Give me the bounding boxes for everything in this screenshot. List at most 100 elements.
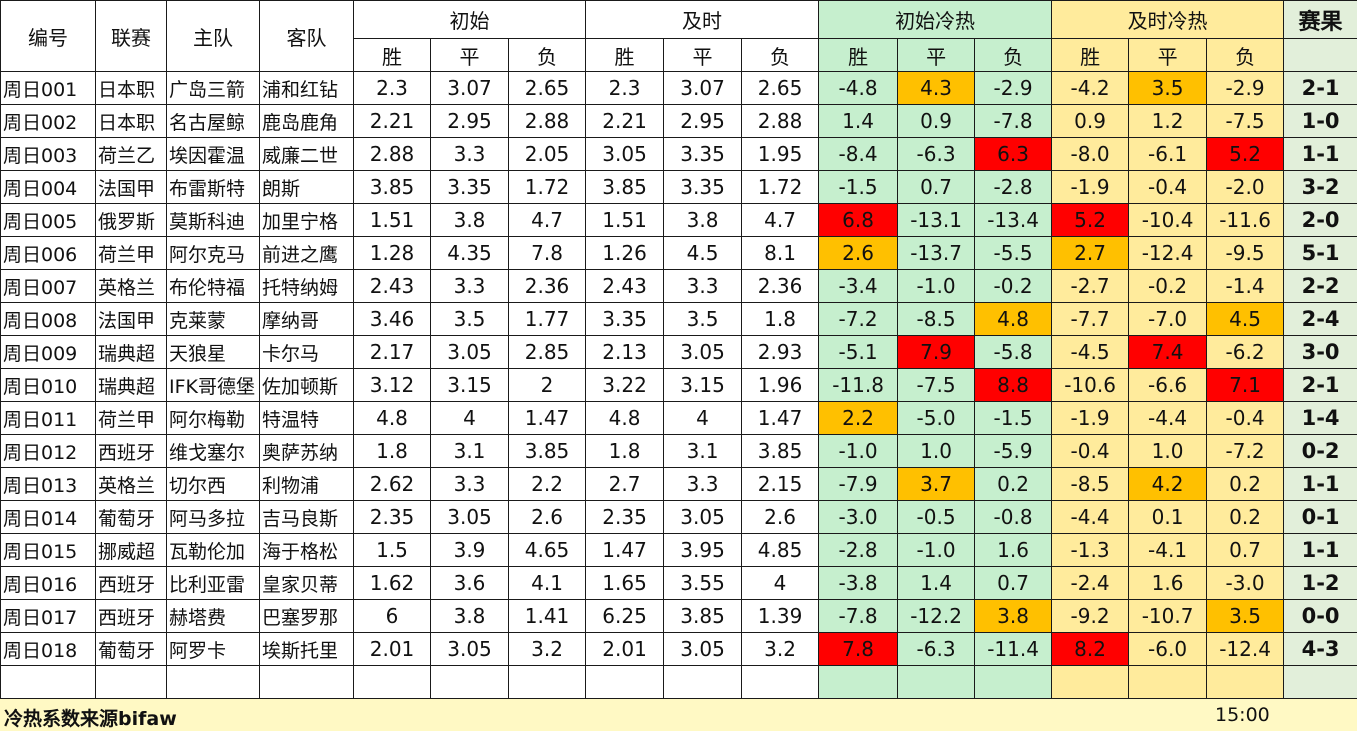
cell-live-draw[interactable]: 4 — [663, 401, 743, 435]
cell-initial-lose[interactable]: 3.2 — [507, 632, 587, 666]
cell-league[interactable]: 葡萄牙 — [95, 500, 167, 534]
cell-initial-heat-lose[interactable]: -0.2 — [974, 269, 1053, 303]
cell-initial-heat-lose[interactable]: -1.5 — [974, 401, 1053, 435]
cell-away-team[interactable]: 巴塞罗那 — [259, 599, 354, 633]
empty-cell[interactable] — [585, 665, 665, 699]
cell-away-team[interactable]: 摩纳哥 — [259, 302, 354, 336]
cell-live-heat-lose[interactable]: -6.2 — [1206, 335, 1285, 369]
cell-live-heat-lose[interactable]: -7.2 — [1206, 434, 1285, 468]
cell-initial-heat-win[interactable]: -3.0 — [818, 500, 899, 534]
cell-away-team[interactable]: 埃斯托里 — [259, 632, 354, 666]
cell-home-team[interactable]: 布伦特福 — [166, 269, 260, 303]
cell-match-id[interactable]: 周日005 — [0, 203, 96, 237]
cell-away-team[interactable]: 托特纳姆 — [259, 269, 354, 303]
cell-live-draw[interactable]: 3.05 — [663, 335, 743, 369]
cell-live-heat-win[interactable]: -2.7 — [1051, 269, 1130, 303]
cell-live-win[interactable]: 1.8 — [585, 434, 665, 468]
header-home[interactable]: 主队 — [166, 0, 260, 72]
subheader-initial-win[interactable]: 胜 — [353, 38, 431, 72]
cell-live-draw[interactable]: 3.55 — [663, 566, 743, 600]
cell-home-team[interactable]: 比利亚雷 — [166, 566, 260, 600]
header-league[interactable]: 联赛 — [95, 0, 167, 72]
cell-live-heat-win[interactable]: -8.5 — [1051, 467, 1130, 501]
cell-initial-heat-win[interactable]: -5.1 — [818, 335, 899, 369]
cell-league[interactable]: 英格兰 — [95, 467, 167, 501]
cell-live-draw[interactable]: 3.85 — [663, 599, 743, 633]
empty-cell[interactable] — [1206, 665, 1285, 699]
cell-live-heat-win[interactable]: 8.2 — [1051, 632, 1130, 666]
cell-live-win[interactable]: 3.85 — [585, 170, 665, 204]
cell-initial-draw[interactable]: 3.3 — [430, 467, 509, 501]
cell-initial-heat-win[interactable]: -2.8 — [818, 533, 899, 567]
cell-initial-heat-lose[interactable]: -0.8 — [974, 500, 1053, 534]
cell-initial-heat-lose[interactable]: -13.4 — [974, 203, 1053, 237]
cell-live-win[interactable]: 1.51 — [585, 203, 665, 237]
subheader-live-lose[interactable]: 负 — [741, 38, 820, 72]
cell-live-draw[interactable]: 3.35 — [663, 137, 743, 171]
cell-initial-heat-win[interactable]: -7.2 — [818, 302, 899, 336]
empty-cell[interactable] — [259, 665, 354, 699]
cell-live-heat-draw[interactable]: -7.0 — [1128, 302, 1208, 336]
cell-live-heat-lose[interactable]: 0.2 — [1206, 500, 1285, 534]
empty-cell[interactable] — [1283, 665, 1357, 699]
cell-result[interactable]: 1-4 — [1283, 401, 1357, 435]
cell-away-team[interactable]: 朗斯 — [259, 170, 354, 204]
cell-live-lose[interactable]: 8.1 — [741, 236, 820, 270]
cell-live-lose[interactable]: 2.15 — [741, 467, 820, 501]
cell-initial-draw[interactable]: 3.05 — [430, 335, 509, 369]
cell-match-id[interactable]: 周日007 — [0, 269, 96, 303]
cell-league[interactable]: 西班牙 — [95, 599, 167, 633]
cell-initial-win[interactable]: 3.46 — [353, 302, 431, 336]
cell-initial-win[interactable]: 1.51 — [353, 203, 431, 237]
cell-live-lose[interactable]: 3.85 — [741, 434, 820, 468]
cell-league[interactable]: 葡萄牙 — [95, 632, 167, 666]
cell-initial-heat-win[interactable]: -11.8 — [818, 368, 899, 402]
cell-live-win[interactable]: 2.21 — [585, 104, 665, 138]
cell-initial-win[interactable]: 2.35 — [353, 500, 431, 534]
cell-initial-heat-lose[interactable]: -7.8 — [974, 104, 1053, 138]
cell-live-draw[interactable]: 3.35 — [663, 170, 743, 204]
cell-live-lose[interactable]: 4.85 — [741, 533, 820, 567]
cell-initial-win[interactable]: 1.8 — [353, 434, 431, 468]
cell-away-team[interactable]: 卡尔马 — [259, 335, 354, 369]
cell-initial-win[interactable]: 2.3 — [353, 71, 431, 105]
cell-initial-heat-lose[interactable]: -2.8 — [974, 170, 1053, 204]
cell-initial-draw[interactable]: 4.35 — [430, 236, 509, 270]
cell-initial-lose[interactable]: 4.1 — [507, 566, 587, 600]
cell-match-id[interactable]: 周日006 — [0, 236, 96, 270]
cell-initial-heat-draw[interactable]: -8.5 — [897, 302, 976, 336]
cell-initial-win[interactable]: 6 — [353, 599, 431, 633]
cell-live-heat-win[interactable]: -1.9 — [1051, 401, 1130, 435]
cell-live-lose[interactable]: 1.95 — [741, 137, 820, 171]
cell-league[interactable]: 法国甲 — [95, 302, 167, 336]
empty-cell[interactable] — [166, 665, 260, 699]
cell-live-heat-draw[interactable]: -10.4 — [1128, 203, 1208, 237]
cell-initial-draw[interactable]: 2.95 — [430, 104, 509, 138]
cell-league[interactable]: 荷兰乙 — [95, 137, 167, 171]
cell-live-heat-lose[interactable]: 0.2 — [1206, 467, 1285, 501]
cell-live-draw[interactable]: 3.5 — [663, 302, 743, 336]
cell-home-team[interactable]: 名古屋鲸 — [166, 104, 260, 138]
cell-initial-heat-lose[interactable]: 4.8 — [974, 302, 1053, 336]
cell-live-heat-win[interactable]: 2.7 — [1051, 236, 1130, 270]
cell-live-win[interactable]: 2.3 — [585, 71, 665, 105]
cell-live-heat-win[interactable]: -0.4 — [1051, 434, 1130, 468]
cell-initial-lose[interactable]: 2.05 — [507, 137, 587, 171]
cell-home-team[interactable]: IFK哥德堡 — [166, 368, 260, 402]
cell-home-team[interactable]: 阿尔克马 — [166, 236, 260, 270]
cell-away-team[interactable]: 奥萨苏纳 — [259, 434, 354, 468]
cell-initial-lose[interactable]: 7.8 — [507, 236, 587, 270]
cell-live-heat-lose[interactable]: -9.5 — [1206, 236, 1285, 270]
cell-match-id[interactable]: 周日001 — [0, 71, 96, 105]
cell-initial-lose[interactable]: 4.65 — [507, 533, 587, 567]
empty-cell[interactable] — [1051, 665, 1130, 699]
cell-result[interactable]: 1-0 — [1283, 104, 1357, 138]
cell-live-lose[interactable]: 1.96 — [741, 368, 820, 402]
cell-initial-heat-draw[interactable]: 7.9 — [897, 335, 976, 369]
cell-live-draw[interactable]: 3.05 — [663, 500, 743, 534]
empty-cell[interactable] — [353, 665, 431, 699]
cell-initial-heat-draw[interactable]: -7.5 — [897, 368, 976, 402]
cell-live-draw[interactable]: 3.07 — [663, 71, 743, 105]
header-initial-heat[interactable]: 初始冷热 — [818, 0, 1053, 39]
cell-initial-heat-win[interactable]: -3.8 — [818, 566, 899, 600]
